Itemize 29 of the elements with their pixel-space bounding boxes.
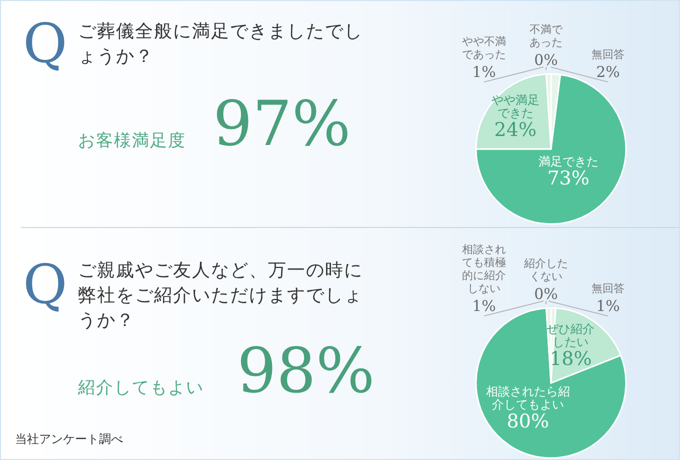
data-label: 80%	[506, 410, 550, 432]
text: 0%	[534, 285, 558, 303]
text: Q	[23, 12, 68, 75]
text: お客様満足度	[78, 130, 186, 152]
text: ご親戚やご友人など、万一の時に弊社をご紹介いただけますでしょうか？	[78, 259, 364, 333]
data-label: 1%	[472, 63, 496, 81]
text: 当社アンケート調べ	[15, 431, 123, 448]
text: 97%	[213, 87, 351, 160]
data-label: 1%	[472, 297, 496, 315]
slice-label: 無回答	[592, 282, 624, 295]
text: 0%	[534, 51, 558, 69]
slice-label: 無回答	[592, 48, 624, 61]
slice-label: 相談されても積極的に紹介しない	[462, 243, 506, 295]
slice-label: 相談されたら紹介してもよい	[486, 384, 570, 412]
category-label: 紹介したくない	[524, 257, 568, 283]
data-label: 18%	[550, 348, 592, 370]
slice-label: 満足できた	[538, 154, 598, 168]
text: 紹介してもよい	[78, 377, 204, 399]
text: 98%	[237, 334, 375, 407]
slice-label: やや満足できた	[491, 93, 540, 120]
category-label: 不満であった	[530, 23, 562, 49]
data-label: 24%	[494, 119, 536, 142]
text: ご葬儀全般に満足できましたでしょうか？	[78, 20, 364, 69]
data-label: 2%	[596, 63, 620, 81]
slice-label: ぜひ紹介したい	[546, 322, 595, 350]
data-label: 1%	[596, 297, 620, 315]
data-label: 73%	[547, 167, 590, 190]
slice-label: やや不満であった	[462, 35, 506, 61]
text: Q	[23, 253, 68, 316]
